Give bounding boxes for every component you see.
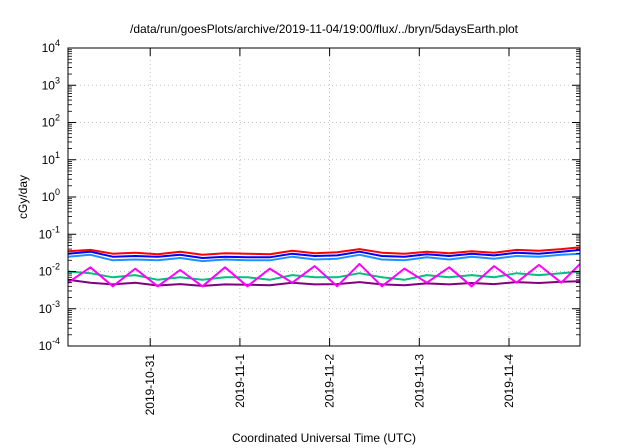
y-axis-label: cGy/day [16,175,30,219]
x-axis-label: Coordinated Universal Time (UTC) [232,431,416,445]
series-line-3 [67,252,581,263]
x-tick-label: 2019-11-1 [233,354,247,408]
x-tick-label: 2019-10-31 [143,354,157,416]
x-axis: 2019-10-31 2019-11-1 2019-11-2 2019-11-3 201… [143,48,516,415]
series-line-2 [67,248,581,259]
series-line-5 [67,278,581,287]
x-tick-label: 2019-11-4 [502,354,516,408]
chart-title: /data/run/goesPlots/archive/2019-11-04/1… [130,22,519,36]
series-line-1 [67,246,581,256]
grid [68,48,580,346]
x-tick-label: 2019-11-3 [412,354,426,408]
series-group [67,246,581,288]
x-tick-label: 2019-11-2 [323,354,337,408]
series-line-6 [67,262,581,288]
